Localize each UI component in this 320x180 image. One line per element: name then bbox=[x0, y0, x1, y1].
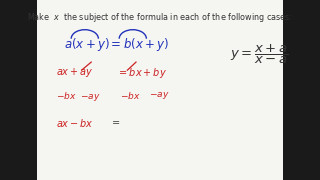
Text: $ax - bx$: $ax - bx$ bbox=[56, 117, 94, 129]
Text: $-bx$: $-bx$ bbox=[120, 90, 141, 101]
Text: $a(x + y) = b(x + y)$: $a(x + y) = b(x + y)$ bbox=[64, 36, 169, 53]
Text: $=$: $=$ bbox=[110, 117, 122, 126]
Text: $y = \dfrac{x + a}{x - a}$: $y = \dfrac{x + a}{x - a}$ bbox=[230, 43, 289, 66]
Text: $-bx$  $-ay$: $-bx$ $-ay$ bbox=[56, 90, 101, 103]
Text: $-ay$: $-ay$ bbox=[149, 90, 169, 101]
Text: $ax + ay$: $ax + ay$ bbox=[56, 66, 93, 79]
Text: Make  $x$  the subject of the formula in each of the following cases:: Make $x$ the subject of the formula in e… bbox=[28, 11, 292, 24]
Text: $= bx + by$: $= bx + by$ bbox=[117, 66, 167, 80]
